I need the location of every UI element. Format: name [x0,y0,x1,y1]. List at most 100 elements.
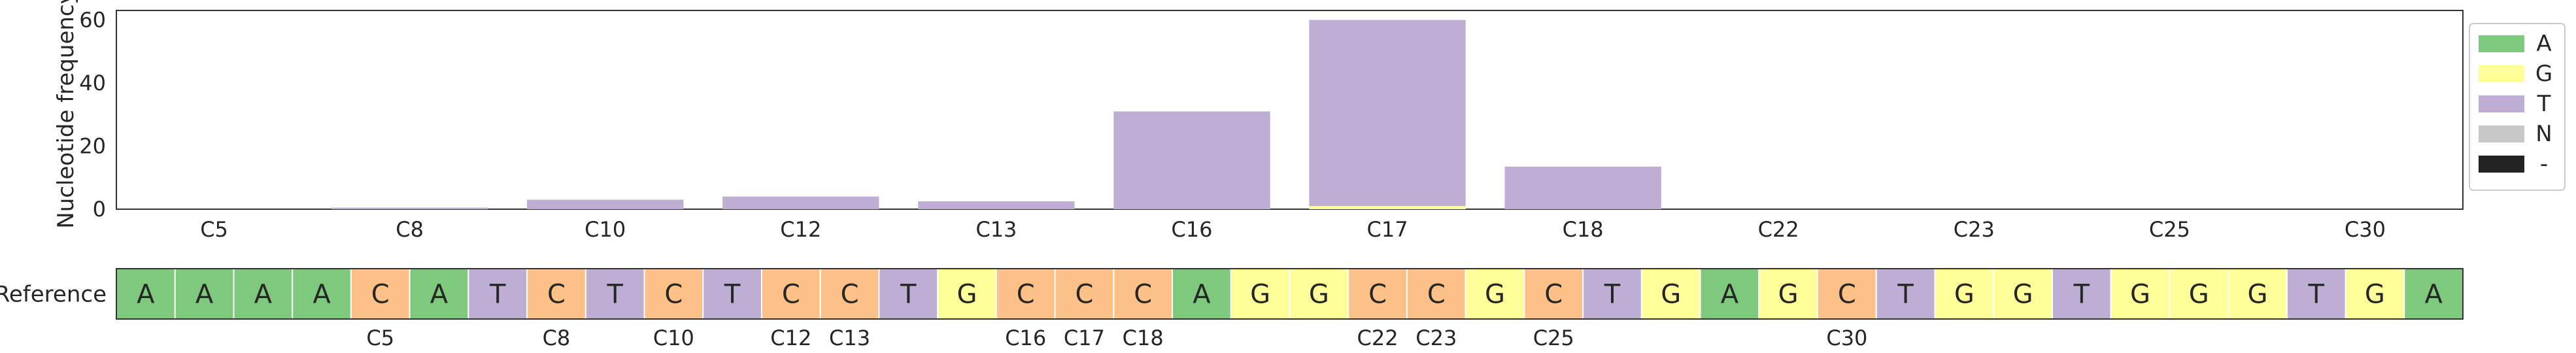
reference-base: A [1721,280,1739,310]
position-labels: C5 C8 C10 C12 C13 C16 C17 C18 C22 C23 C25 C30 [366,326,1867,350]
x-tick-label: C22 [1758,217,1799,242]
position-label: C25 [1533,326,1574,350]
reference-base: G [1485,280,1505,310]
reference-base: G [1661,280,1681,310]
position-label: C23 [1415,326,1457,350]
reference-cell [819,268,880,320]
position-label: C18 [1123,326,1164,350]
position-label: C13 [829,326,870,350]
reference-base: C [664,280,683,310]
bar-C13-T [918,201,1075,209]
legend-swatch-G [2479,65,2524,82]
x-tick-label: C17 [1367,217,1408,242]
reference-cell [995,268,1056,320]
reference-base: G [2365,280,2385,310]
reference-base: G [2013,280,2033,310]
reference-base: A [254,280,273,310]
reference-frame [116,268,2464,320]
reference-cell [1230,268,1291,320]
position-label: C22 [1357,326,1398,350]
reference-cell [1054,268,1115,320]
bar-C12-T [722,196,879,209]
reference-cell [1347,268,1408,320]
reference-base: G [2189,280,2209,310]
reference-cell [878,268,939,320]
reference-base: A [195,280,214,310]
reference-cell [1934,268,1995,320]
reference-cell [1523,268,1584,320]
reference-base: T [2073,280,2090,310]
reference-base: T [724,280,741,310]
x-tick-label: C5 [200,217,228,242]
reference-base: T [900,280,917,310]
reference-base: T [1604,280,1621,310]
reference-base: G [1778,280,1799,310]
legend-swatch-T [2479,95,2524,112]
reference-base: G [2247,280,2267,310]
reference-base: C [1017,280,1035,310]
reference-base: T [1897,280,1914,310]
reference-base: A [1193,280,1211,310]
legend-label: - [2540,151,2548,177]
reference-base: G [1309,280,1329,310]
reference-base: T [2307,280,2324,310]
position-label: C12 [770,326,811,350]
reference-base: G [1250,280,1270,310]
reference-base: C [371,280,390,310]
x-tick-label: C13 [975,217,1017,242]
bar-plot-area [116,10,2464,210]
bar-C17-T [1309,20,1466,207]
x-tick-label: C10 [585,217,626,242]
position-label: C10 [653,326,694,350]
bar-C16-T [1113,111,1270,209]
reference-base: C [841,280,859,310]
x-tick-label: C25 [2149,217,2190,242]
reference-base: C [1427,280,1446,310]
reference-base: G [1954,280,1974,310]
reference-base: T [489,280,506,310]
reference-cell [937,268,997,320]
reference-cell [1465,268,1525,320]
x-tick-label: C23 [1954,217,1995,242]
y-tick-label: 20 [79,133,106,158]
reference-base: A [313,280,331,310]
reference-base: A [2424,280,2443,310]
reference-base: A [430,280,449,310]
position-label: C30 [1826,326,1867,350]
position-label: C8 [543,326,571,350]
reference-base: C [1075,280,1093,310]
reference-base: C [1368,280,1387,310]
reference-cell [1406,268,1466,320]
legend-swatch-- [2479,156,2524,173]
x-tick-label: C8 [396,217,424,242]
bars-group [331,20,1661,209]
position-label: C16 [1005,326,1046,350]
y-tick-label: 40 [79,71,106,95]
reference-cell [1582,268,1642,320]
reference-base: C [547,280,566,310]
bar-C10-T [527,199,684,209]
legend-label: N [2535,121,2552,147]
plot-frame [116,10,2464,210]
x-tick-labels: C5 C8 C10 C12 C13 C16 C17 C18 C22 C23 C25 C30 [200,217,2386,242]
y-axis: 0 20 40 60 [79,7,106,222]
reference-base: G [957,280,977,310]
reference-cell [467,268,528,320]
reference-cell [409,268,469,320]
position-label: C17 [1064,326,1105,350]
position-label: C5 [366,326,394,350]
bar-C17-G [1309,206,1466,209]
reference-row-label: Reference [0,282,107,308]
reference-cell [1172,268,1232,320]
reference-cell [1875,268,1936,320]
legend-label: G [2535,61,2552,87]
y-axis-label: Nucleotide frequency [53,0,79,229]
reference-base: C [1838,280,1856,310]
legend-label: A [2536,31,2551,57]
reference-base: C [1134,280,1152,310]
reference-base: C [782,280,800,310]
x-tick-label: C16 [1171,217,1212,242]
